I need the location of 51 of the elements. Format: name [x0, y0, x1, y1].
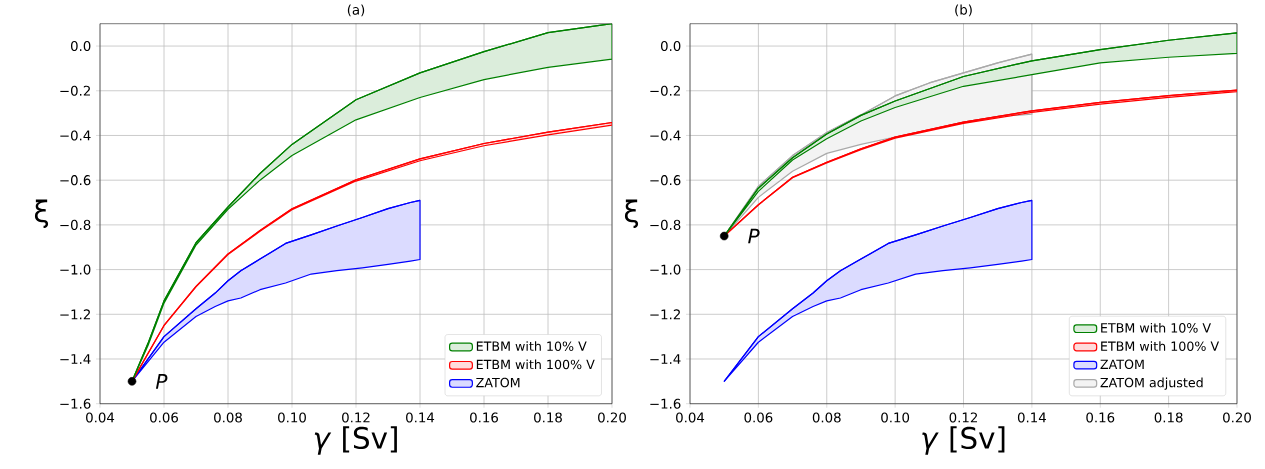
y-tick-label: −1.2 — [650, 309, 680, 320]
x-tick-label: 0.10 — [881, 412, 910, 423]
legend-label: ETBM with 10% V — [1101, 323, 1211, 333]
x-tick-label: 0.06 — [744, 412, 773, 423]
legend-label: ETBM with 100% V — [476, 359, 595, 370]
legend-label: ZATOM adjusted — [1100, 377, 1203, 390]
x-tick-label: 0.18 — [1154, 412, 1183, 423]
y-tick-label: −0.2 — [60, 85, 90, 96]
y-tick-label: −0.2 — [650, 85, 680, 96]
y-tick-label: −0.4 — [650, 130, 681, 141]
x-tick-label: 0.08 — [214, 412, 242, 423]
legend-label: ZATOM — [476, 377, 520, 388]
chart-title: (b) — [955, 4, 972, 17]
annotation: P — [155, 374, 168, 389]
x-tick-label: 0.06 — [150, 412, 179, 423]
y-tick-label: −1.4 — [60, 354, 91, 364]
x-tick-label: 0.12 — [342, 412, 370, 423]
y-axis-title: ξ — [34, 199, 49, 229]
y-tick-label: −0.4 — [60, 130, 91, 141]
x-tick-label: 0.10 — [278, 412, 306, 423]
y-tick-label: −1.6 — [60, 398, 91, 409]
y-tick-label: −1.2 — [60, 309, 90, 320]
y-tick-label: −1.4 — [650, 354, 681, 364]
annotation: P — [748, 228, 760, 244]
legend-label: ZATOM — [1100, 359, 1144, 370]
y-tick-label: −0.6 — [60, 175, 91, 186]
y-tick-label: −0.8 — [60, 219, 91, 231]
y-tick-label: 0.0 — [70, 41, 91, 52]
x-tick-label: 0.08 — [812, 412, 841, 423]
x-tick-label: 0.20 — [1223, 412, 1251, 423]
y-tick-label: −0.6 — [650, 175, 681, 186]
x-tick-label: 0.16 — [470, 412, 499, 423]
chart-title: (a) — [347, 4, 365, 17]
x-tick-label: 0.20 — [598, 412, 626, 423]
x-tick-label: 0.16 — [1086, 412, 1115, 423]
y-tick-label: −1.0 — [60, 264, 91, 275]
y-axis-title: ξ — [624, 199, 639, 229]
x-axis-title: γ [Sv] — [922, 426, 1005, 455]
legend-label: ETBM with 10% V — [476, 341, 587, 352]
x-tick-label: 0.18 — [534, 412, 562, 423]
legend-label: ETBM with 100% V — [1101, 341, 1220, 352]
x-tick-label: 0.14 — [1017, 412, 1046, 423]
x-axis-title: γ [Sv] — [314, 426, 397, 455]
x-tick-label: 0.04 — [676, 412, 705, 423]
y-tick-label: −0.8 — [650, 219, 681, 231]
y-tick-label: −1.0 — [650, 264, 681, 275]
y-tick-label: −1.6 — [650, 398, 681, 409]
y-tick-label: 0.0 — [660, 41, 681, 52]
x-tick-label: 0.12 — [949, 412, 978, 423]
x-tick-label: 0.14 — [406, 412, 435, 423]
x-tick-label: 0.04 — [86, 412, 115, 423]
